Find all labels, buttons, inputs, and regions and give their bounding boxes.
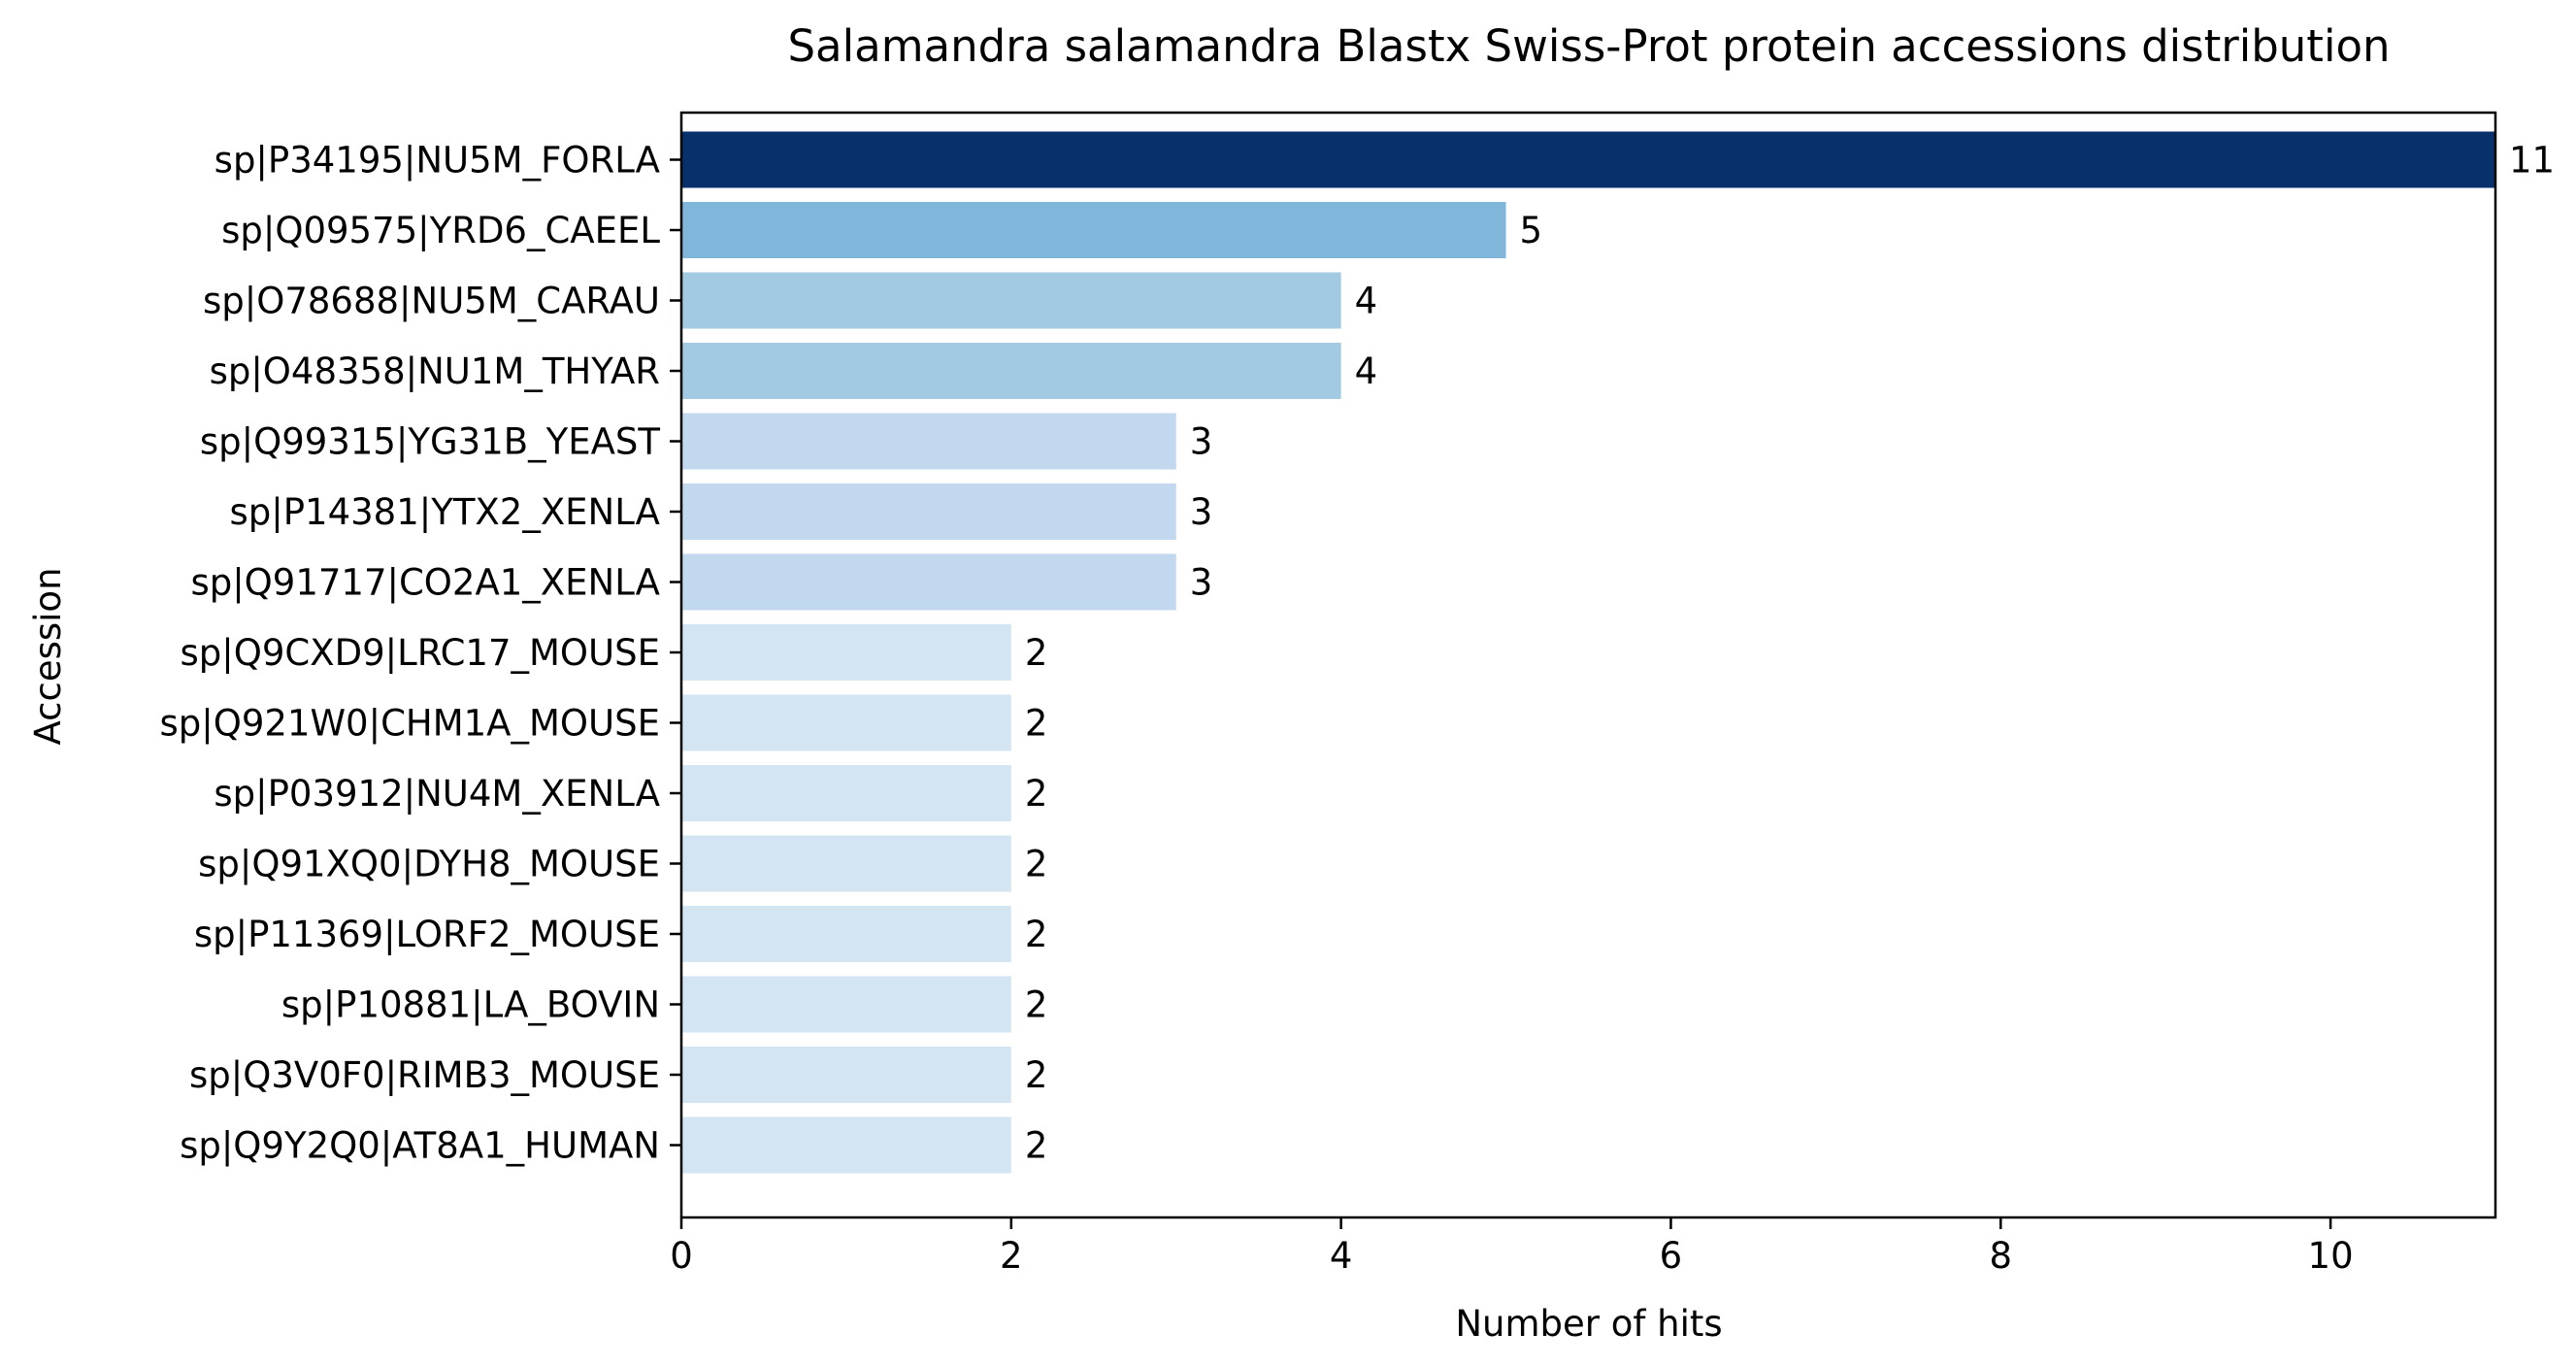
- y-axis: sp|P34195|NU5M_FORLA sp|Q09575|YRD6_CAEEL…: [160, 140, 681, 1167]
- y-tick-label: sp|Q9Y2Q0|AT8A1_HUMAN: [180, 1125, 660, 1167]
- x-tick-label: 2: [1000, 1235, 1023, 1277]
- y-tick-label: sp|Q921W0|CHM1A_MOUSE: [160, 703, 661, 745]
- bar: [681, 553, 1176, 611]
- bar: [681, 835, 1011, 892]
- bar-value-label: 2: [1025, 844, 1048, 885]
- bar-value-label: 2: [1025, 1054, 1048, 1096]
- y-tick-label: sp|P14381|YTX2_XENLA: [230, 491, 660, 533]
- bar: [681, 976, 1011, 1033]
- y-tick-label: sp|Q91717|CO2A1_XENLA: [190, 562, 660, 604]
- y-tick-label: sp|Q3V0F0|RIMB3_MOUSE: [189, 1054, 660, 1096]
- bar: [681, 272, 1341, 329]
- bar-value-label: 2: [1025, 632, 1048, 674]
- y-tick-label: sp|P10881|LA_BOVIN: [281, 984, 660, 1026]
- y-tick-label: sp|Q91XQ0|DYH8_MOUSE: [198, 844, 660, 885]
- bar: [681, 413, 1176, 470]
- y-tick-label: sp|O48358|NU1M_THYAR: [210, 350, 660, 392]
- bar: [681, 906, 1011, 962]
- y-tick-label: sp|P03912|NU4M_XENLA: [214, 773, 660, 815]
- y-tick-label: sp|Q99315|YG31B_YEAST: [200, 421, 661, 463]
- y-tick-label: sp|P11369|LORF2_MOUSE: [194, 914, 660, 955]
- value-labels-group: 11 5 4 4 3 3 3 2 2 2 2 2 2 2 2: [1025, 140, 2555, 1167]
- y-tick-label: sp|Q9CXD9|LRC17_MOUSE: [181, 632, 660, 674]
- bar: [681, 765, 1011, 821]
- bar: [681, 624, 1011, 681]
- x-axis: 0 2 4 6 8 10: [670, 1217, 2354, 1277]
- bar: [681, 694, 1011, 751]
- x-tick-label: 4: [1330, 1235, 1353, 1277]
- bar-value-label: 4: [1355, 281, 1378, 322]
- y-tick-label: sp|P34195|NU5M_FORLA: [215, 140, 660, 182]
- chart-title: Salamandra salamandra Blastx Swiss-Prot …: [787, 20, 2390, 72]
- x-tick-label: 8: [1989, 1235, 2012, 1277]
- bar-value-label: 2: [1025, 914, 1048, 955]
- bar-value-label: 4: [1355, 350, 1378, 392]
- x-tick-label: 6: [1660, 1235, 1683, 1277]
- bar-value-label: 11: [2509, 140, 2555, 182]
- bar-value-label: 2: [1025, 703, 1048, 745]
- bar-value-label: 3: [1190, 562, 1213, 604]
- plot-frame: [679, 111, 2497, 1219]
- bar-value-label: 3: [1190, 491, 1213, 533]
- bar: [681, 202, 1506, 258]
- bar-value-label: 2: [1025, 773, 1048, 815]
- x-axis-label: Number of hits: [1455, 1303, 1722, 1345]
- x-tick-label: 10: [2308, 1235, 2354, 1277]
- x-tick-label: 0: [670, 1235, 693, 1277]
- bar: [681, 1116, 1011, 1174]
- bar: [681, 1047, 1011, 1103]
- bar-value-label: 2: [1025, 984, 1048, 1026]
- bar-value-label: 3: [1190, 421, 1213, 463]
- y-tick-label: sp|O78688|NU5M_CARAU: [203, 281, 660, 322]
- bar-value-label: 2: [1025, 1125, 1048, 1167]
- bar: [681, 483, 1176, 540]
- y-tick-label: sp|Q09575|YRD6_CAEEL: [221, 210, 660, 251]
- bar: [681, 131, 2495, 188]
- bar-value-label: 5: [1520, 210, 1543, 251]
- bar: [681, 343, 1341, 399]
- bars-group: [681, 131, 2495, 1174]
- y-axis-label: Accession: [27, 567, 69, 745]
